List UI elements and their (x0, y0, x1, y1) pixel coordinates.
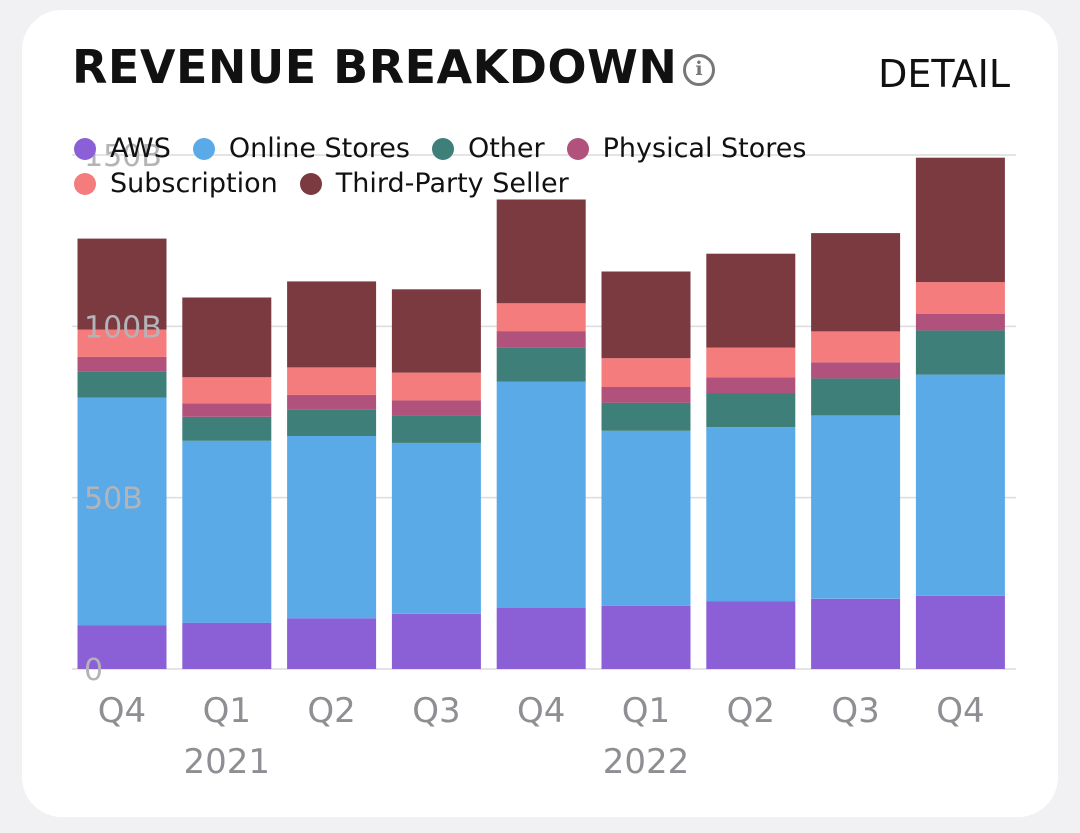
bar-segment-physical-stores[interactable] (287, 394, 377, 410)
bar-segment-subscription[interactable] (706, 347, 796, 378)
bar-segment-online-stores[interactable] (915, 374, 1005, 596)
bar-segment-aws[interactable] (706, 601, 796, 670)
bar-segment-aws[interactable] (915, 595, 1005, 669)
bar-segment-subscription[interactable] (915, 282, 1005, 314)
bar-segment-aws[interactable] (182, 622, 272, 669)
bar-segment-physical-stores[interactable] (77, 356, 167, 372)
chart-legend: AWS Online Stores Other Physical Stores Subs… (74, 134, 874, 198)
bar-segment-online-stores[interactable] (706, 427, 796, 602)
legend-item[interactable]: AWS (74, 134, 171, 163)
bar-segment-subscription[interactable] (601, 358, 691, 387)
bar-segment-other[interactable] (391, 415, 481, 443)
bar-segment-physical-stores[interactable] (182, 403, 272, 417)
bar-segment-online-stores[interactable] (496, 381, 586, 609)
bar-segment-physical-stores[interactable] (391, 400, 481, 415)
bar-segment-subscription[interactable] (496, 303, 586, 332)
y-tick-label: 0 (84, 653, 103, 688)
bar-segment-subscription[interactable] (391, 372, 481, 401)
bar-segment-third-party-seller[interactable] (496, 199, 586, 304)
y-tick-label: 50B (84, 482, 143, 517)
bar-segment-subscription[interactable] (811, 331, 901, 363)
x-tick-label: Q4 (98, 691, 146, 731)
bar-segment-online-stores[interactable] (182, 440, 272, 623)
bar-segment-aws[interactable] (496, 608, 586, 669)
bar-segment-online-stores[interactable] (287, 436, 377, 619)
legend-swatch (566, 137, 589, 160)
bar-segment-online-stores[interactable] (77, 397, 167, 626)
legend-label: Subscription (110, 168, 278, 199)
info-circle-icon[interactable]: i (683, 54, 715, 86)
x-tick-label: Q2 (727, 691, 775, 731)
x-year-label: 2021 (184, 742, 271, 782)
bar-segment-other[interactable] (287, 409, 377, 436)
x-tick-label: Q2 (307, 691, 355, 731)
bar-segment-aws[interactable] (77, 625, 167, 670)
bar-segment-online-stores[interactable] (391, 442, 481, 614)
x-tick-label: Q1 (203, 691, 251, 731)
x-tick-label: Q3 (412, 691, 460, 731)
bar-segment-aws[interactable] (811, 598, 901, 669)
legend-item[interactable]: Third-Party Seller (299, 168, 569, 199)
bar-segment-other[interactable] (496, 347, 586, 382)
x-tick-label: Q1 (622, 691, 670, 731)
legend-label: Other (467, 133, 545, 164)
x-tick-label: Q3 (831, 691, 879, 731)
bar-segment-other[interactable] (601, 402, 691, 431)
legend-swatch (431, 137, 454, 160)
bar-segment-other[interactable] (182, 416, 272, 441)
legend-swatch (192, 137, 215, 160)
legend-item[interactable]: Other (431, 133, 545, 164)
bar-segment-aws[interactable] (391, 613, 481, 669)
detail-link[interactable]: DETAIL (878, 52, 1010, 96)
bar-segment-aws[interactable] (601, 605, 691, 669)
x-tick-label: Q4 (517, 691, 565, 731)
bar-segment-third-party-seller[interactable] (287, 281, 377, 368)
x-tick-label: Q4 (936, 691, 984, 731)
bar-segment-other[interactable] (706, 393, 796, 428)
legend-label: AWS (110, 133, 171, 164)
legend-item[interactable]: Online Stores (192, 133, 410, 164)
bar-segment-third-party-seller[interactable] (182, 297, 272, 378)
bar-segment-third-party-seller[interactable] (391, 289, 481, 373)
legend-label: Third-Party Seller (335, 168, 569, 199)
card-title: REVENUE BREAKDOWN (72, 40, 678, 94)
y-tick-label: 100B (84, 310, 162, 345)
bar-segment-physical-stores[interactable] (811, 362, 901, 379)
bar-segment-subscription[interactable] (182, 377, 272, 404)
bar-segment-subscription[interactable] (77, 329, 167, 357)
bar-segment-online-stores[interactable] (601, 430, 691, 606)
bar-segment-third-party-seller[interactable] (601, 271, 691, 359)
bar-segment-other[interactable] (915, 330, 1005, 375)
legend-label: Physical Stores (602, 133, 807, 164)
bar-segment-third-party-seller[interactable] (811, 233, 901, 332)
bar-segment-third-party-seller[interactable] (915, 157, 1005, 283)
legend-swatch (74, 137, 96, 160)
bar-segment-physical-stores[interactable] (706, 377, 796, 394)
bar-segment-physical-stores[interactable] (601, 387, 691, 403)
bar-segment-online-stores[interactable] (811, 415, 901, 599)
bar-segment-aws[interactable] (287, 618, 377, 669)
legend-item[interactable]: Physical Stores (566, 133, 807, 164)
legend-item[interactable]: Subscription (74, 169, 278, 198)
bar-segment-other[interactable] (77, 371, 167, 398)
bar-segment-subscription[interactable] (287, 367, 377, 395)
y-tick-label: 150B (84, 139, 162, 174)
bar-segment-third-party-seller[interactable] (706, 253, 796, 348)
legend-swatch (74, 172, 96, 195)
x-year-label: 2022 (603, 742, 690, 782)
legend-swatch (299, 172, 322, 195)
legend-label: Online Stores (228, 133, 410, 164)
bar-segment-physical-stores[interactable] (915, 314, 1005, 331)
bar-segment-physical-stores[interactable] (496, 331, 586, 348)
bar-segment-third-party-seller[interactable] (77, 238, 167, 330)
bar-segment-other[interactable] (811, 378, 901, 416)
